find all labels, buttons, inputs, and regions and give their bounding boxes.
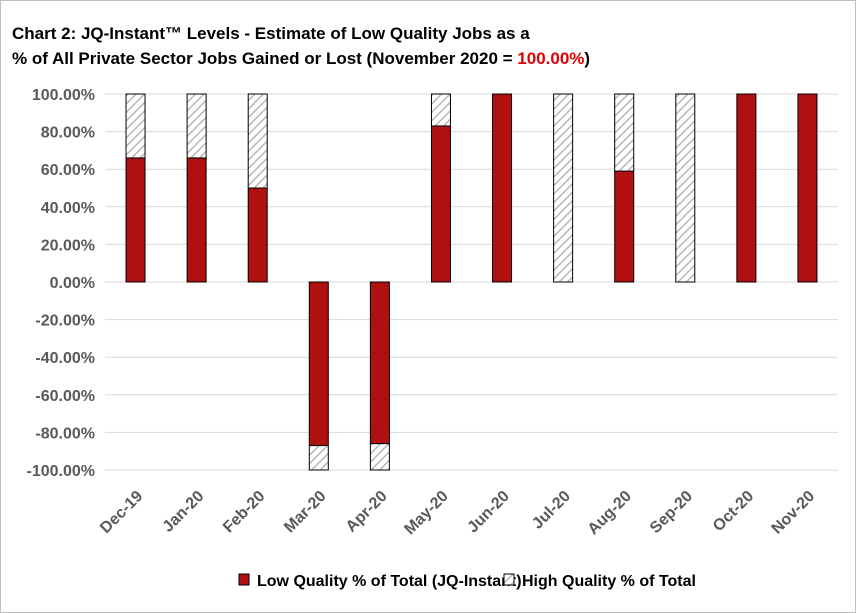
y-tick-label: -20.00% bbox=[35, 313, 95, 330]
bar-high-quality bbox=[247, 93, 268, 189]
y-axis: 100.00% 80.00% 60.00% 40.00% 20.00% 0.00% -20.… bbox=[27, 87, 96, 480]
bar-low-quality bbox=[125, 157, 146, 283]
legend-label-high-quality: High Quality % of Total bbox=[522, 573, 696, 590]
chart-title-line-2-prefix: % of All Private Sector Jobs Gained or L… bbox=[12, 49, 518, 68]
y-tick-label: 80.00% bbox=[41, 125, 95, 142]
chart-title-line-2: % of All Private Sector Jobs Gained or L… bbox=[12, 46, 842, 71]
bar-high-quality bbox=[614, 93, 635, 172]
chart-title: Chart 2: JQ-Instant™ Levels - Estimate o… bbox=[12, 21, 842, 71]
bar-high-quality bbox=[125, 93, 146, 159]
x-tick-label: May-20 bbox=[401, 488, 451, 538]
x-tick-label: Mar-20 bbox=[281, 488, 330, 537]
bar-low-quality bbox=[797, 93, 818, 283]
y-tick-label: -80.00% bbox=[35, 425, 95, 442]
x-tick-label: Oct-20 bbox=[710, 488, 757, 535]
x-tick-label: Dec-19 bbox=[97, 488, 146, 537]
legend: Low Quality % of Total (JQ-Instant) High… bbox=[238, 573, 696, 590]
x-tick-label: Sep-20 bbox=[647, 488, 696, 537]
bar-high-quality bbox=[186, 93, 207, 159]
bar-low-quality bbox=[308, 281, 329, 447]
bar-high-quality bbox=[675, 93, 696, 283]
x-tick-label: Jul-20 bbox=[529, 488, 574, 533]
y-tick-label: -100.00% bbox=[27, 463, 96, 480]
bar-low-quality bbox=[186, 157, 207, 283]
legend-label-low-quality: Low Quality % of Total (JQ-Instant) bbox=[257, 573, 522, 590]
y-tick-label: 60.00% bbox=[41, 162, 95, 179]
y-tick-label: -40.00% bbox=[35, 350, 95, 367]
bar-high-quality bbox=[369, 443, 390, 471]
x-tick-label: Jan-20 bbox=[160, 488, 208, 536]
y-tick-label: 0.00% bbox=[50, 275, 95, 292]
chart-title-line-1: Chart 2: JQ-Instant™ Levels - Estimate o… bbox=[12, 24, 530, 43]
y-tick-label: 20.00% bbox=[41, 237, 95, 254]
gridlines bbox=[105, 93, 838, 471]
chart-title-highlight-value: 100.00% bbox=[517, 49, 585, 68]
y-tick-label: -60.00% bbox=[35, 388, 95, 405]
y-tick-label: 40.00% bbox=[41, 200, 95, 217]
y-tick-label: 100.00% bbox=[32, 87, 95, 104]
x-tick-label: Feb-20 bbox=[220, 488, 269, 537]
x-tick-label: Apr-20 bbox=[343, 488, 391, 536]
x-tick-label: Jun-20 bbox=[464, 488, 513, 537]
legend-swatch-high-quality bbox=[503, 573, 515, 586]
legend-swatch-low-quality bbox=[238, 573, 250, 586]
bar-low-quality bbox=[492, 93, 513, 283]
bar-low-quality bbox=[736, 93, 757, 283]
chart-title-line-2-suffix: ) bbox=[584, 49, 591, 68]
bar-low-quality bbox=[614, 170, 635, 283]
bar-low-quality bbox=[430, 125, 451, 283]
x-tick-label: Nov-20 bbox=[769, 488, 819, 538]
bars bbox=[125, 93, 818, 471]
bar-low-quality bbox=[369, 281, 390, 445]
bar-low-quality bbox=[247, 187, 268, 283]
bar-high-quality bbox=[308, 445, 329, 471]
x-axis: Dec-19 Jan-20 Feb-20 Mar-20 Apr-20 May-20 Jun-… bbox=[97, 488, 818, 538]
bar-high-quality bbox=[553, 93, 574, 283]
x-tick-label: Aug-20 bbox=[585, 488, 635, 538]
bar-high-quality bbox=[430, 93, 451, 127]
